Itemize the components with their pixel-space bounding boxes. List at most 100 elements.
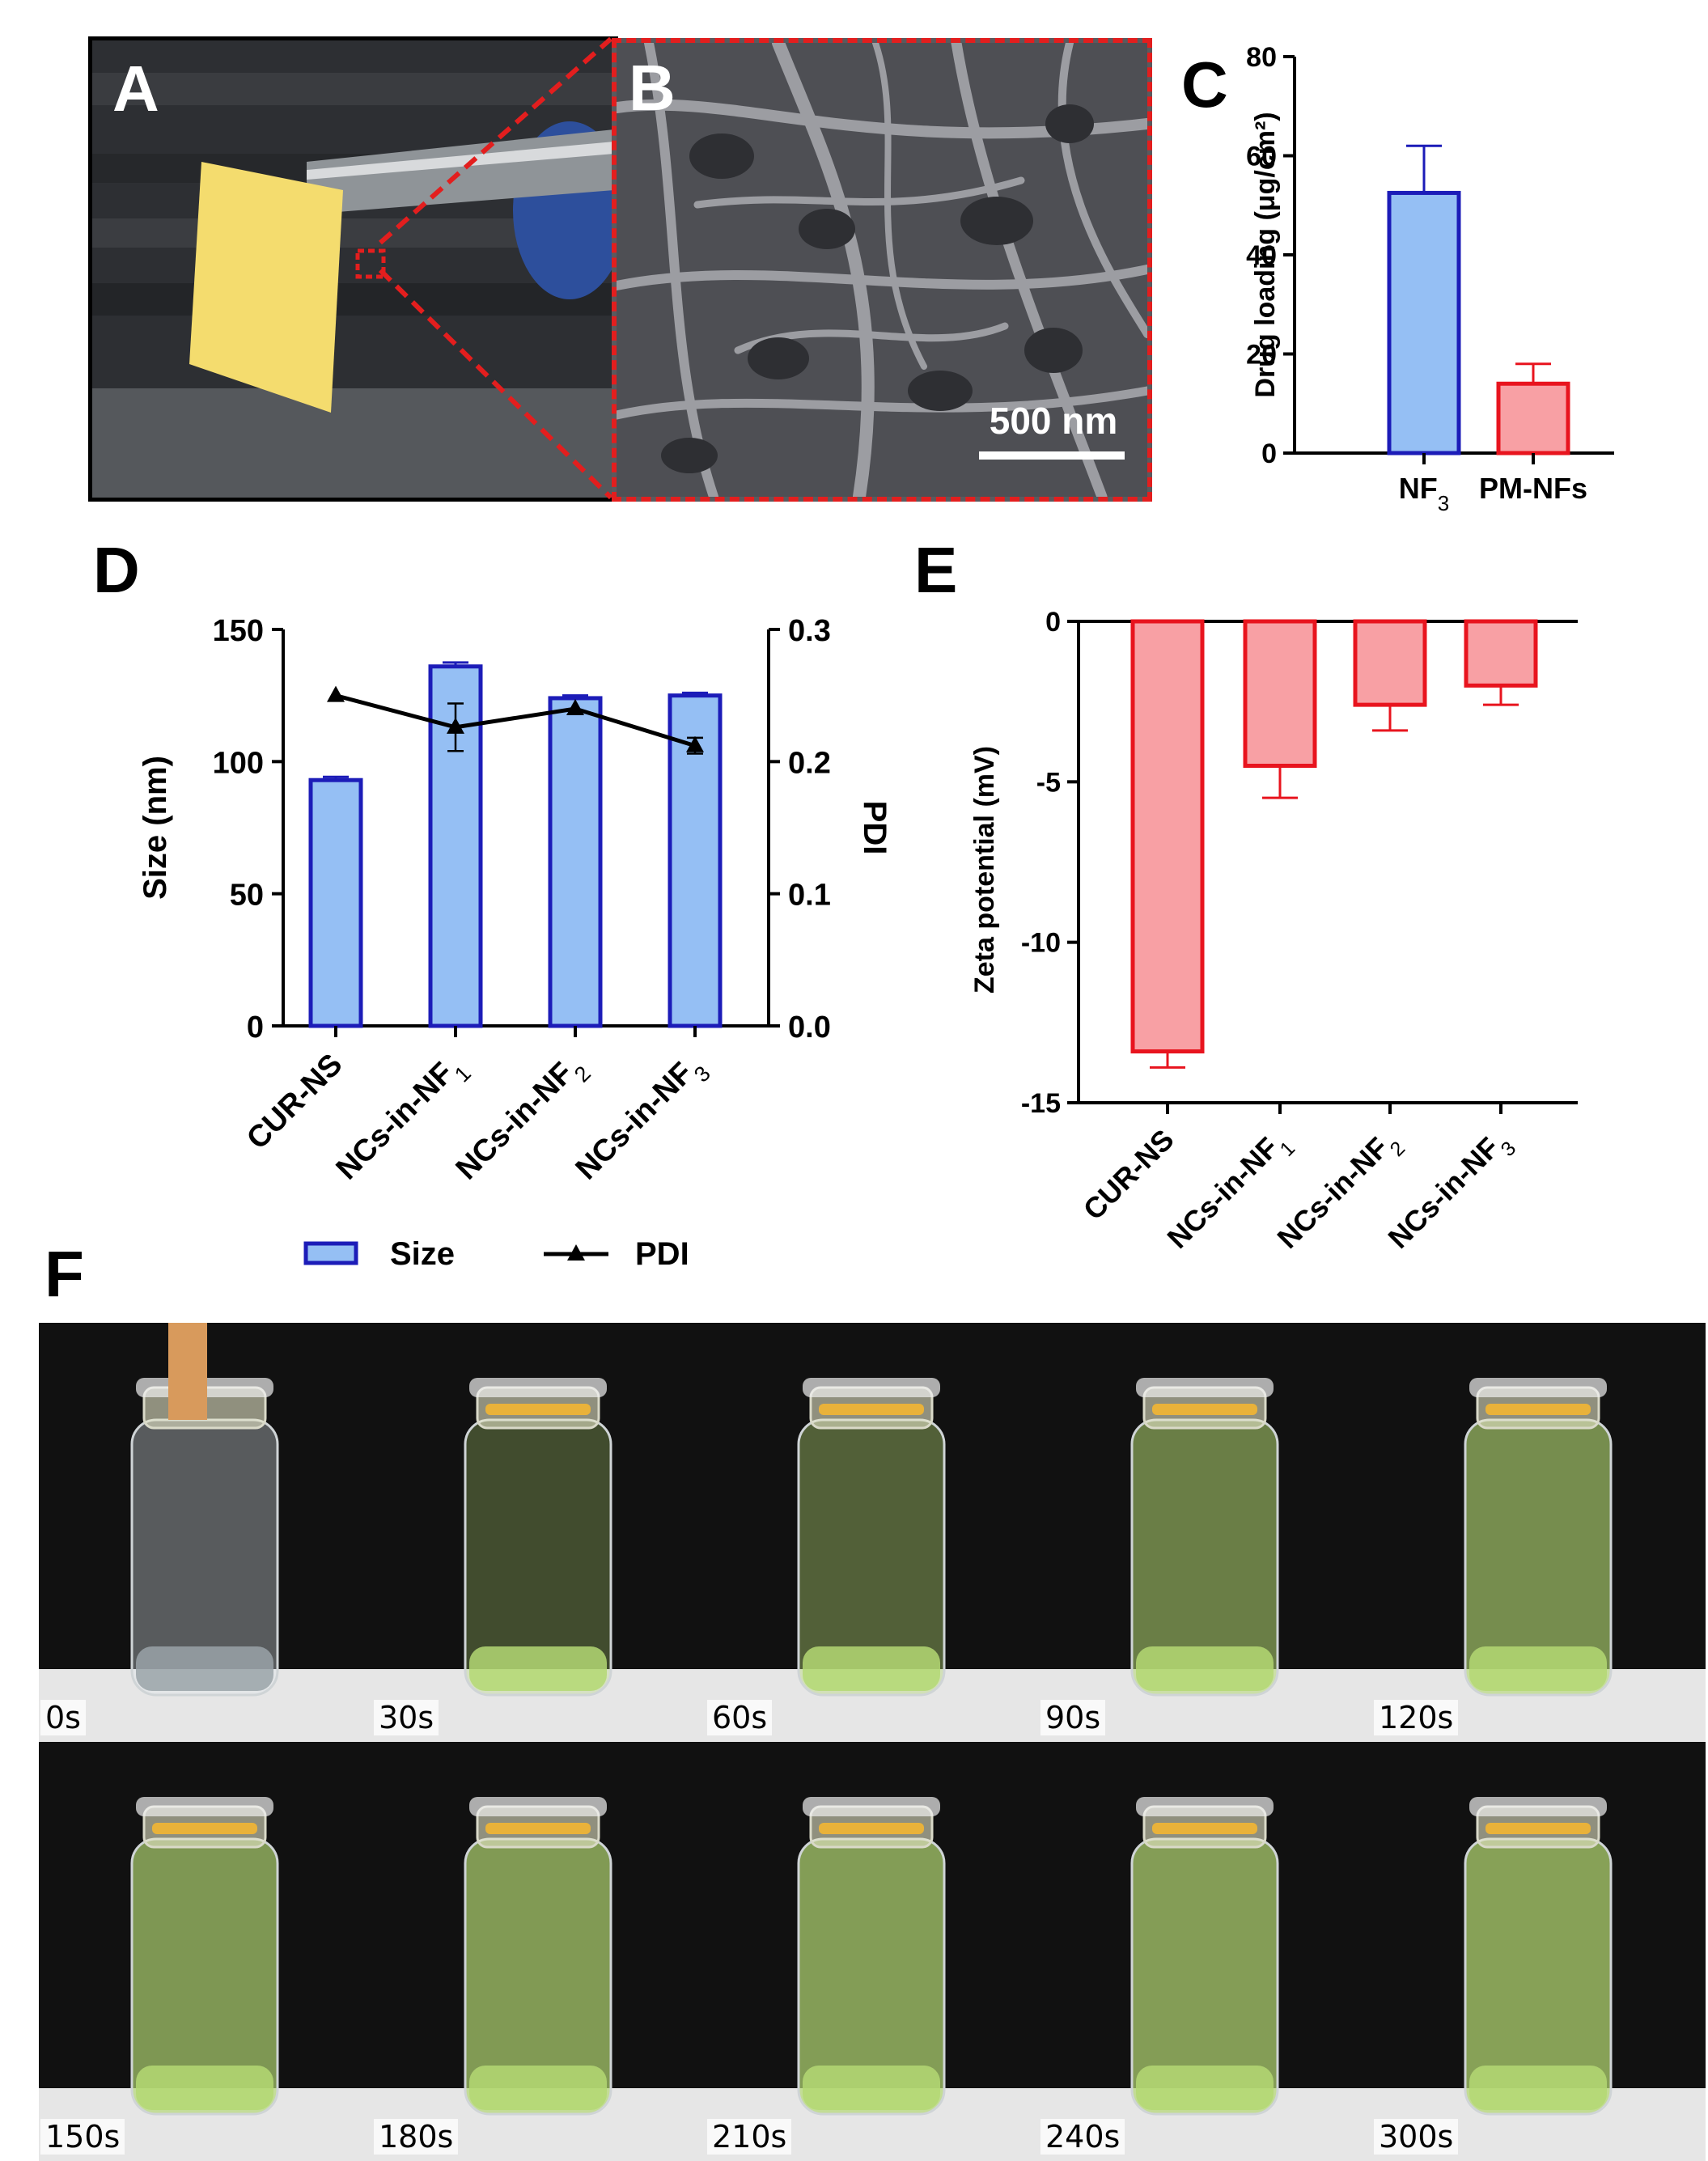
pore [1045, 104, 1094, 143]
fiber [617, 386, 1147, 420]
d-y-tick-label: 50 [230, 879, 264, 913]
time-label: 150s [40, 2119, 125, 2155]
film-residue [1485, 1823, 1591, 1834]
scale-bar [979, 451, 1125, 460]
d-pdi-marker [566, 699, 584, 715]
vial-rim [136, 1797, 273, 1816]
fiber [617, 265, 1147, 290]
film-residue [485, 1404, 591, 1415]
vial-photo: 30s [372, 1323, 706, 1742]
e-x-tick-label: NCs-in-NF2 [1270, 1123, 1409, 1262]
panel-letter-b: B [629, 52, 676, 124]
c-y-tick-label: 20 [1246, 340, 1277, 371]
film-residue [152, 1823, 257, 1834]
c-bar [1387, 190, 1461, 456]
time-label: 30s [374, 1700, 439, 1735]
vial-photo-svg [706, 1378, 1039, 1742]
tweezers-highlight [307, 142, 614, 180]
fiber [1057, 43, 1147, 338]
vial-rim [803, 1797, 940, 1816]
panel-letter-d: D [93, 534, 140, 606]
d-legend-pdi-marker [567, 1244, 585, 1261]
pore [748, 337, 809, 379]
d-pdi-marker [686, 735, 704, 752]
panel-letter-f: F [45, 1238, 84, 1310]
fiber [693, 176, 1025, 209]
vial-bottom-liquid [469, 2066, 607, 2110]
vial-photo-svg [706, 1797, 1039, 2161]
d-y-tick-label: 150 [213, 614, 264, 648]
film-strip [168, 1323, 207, 1420]
d-legend-size-label: Size [390, 1236, 455, 1272]
callout-line-top [379, 36, 612, 245]
vial-photo-svg [1372, 1797, 1706, 2161]
vial-rim [803, 1378, 940, 1397]
vial-photo-svg [1039, 1797, 1372, 2161]
vial-bottom-liquid [1136, 1646, 1274, 1691]
d-pdi-line [335, 693, 696, 748]
vial-photo: 150s [39, 1742, 372, 2161]
c-y-tick-label: 80 [1246, 42, 1277, 73]
vial-rim [1469, 1797, 1607, 1816]
e-bar [1464, 619, 1538, 688]
time-label: 120s [1374, 1700, 1459, 1735]
pore [689, 133, 754, 179]
vial-bottom-liquid [803, 1646, 940, 1691]
c-bar [1496, 381, 1570, 456]
c-y-tick-label: 0 [1261, 439, 1277, 469]
film-residue [819, 1823, 924, 1834]
d-y2-axis-label: PDI [857, 801, 892, 855]
vial-photo-svg [39, 1797, 372, 2161]
d-x-tick-label: NCs-in-NF2 [450, 1048, 595, 1193]
d-y2-tick-label: 0.2 [788, 746, 831, 780]
film-residue [1152, 1823, 1257, 1834]
e-x-tick-label: NCs-in-NF1 [1160, 1123, 1299, 1262]
film-residue [819, 1404, 924, 1415]
vial-rim [469, 1797, 607, 1816]
vial-bottom-liquid [136, 1646, 273, 1691]
pore [908, 371, 973, 411]
keyboard-row [92, 73, 614, 105]
vial-photo-svg [372, 1378, 706, 1742]
c-y-axis-label: Drug loading (μg/cm²) [1250, 112, 1281, 397]
d-y2-tick-label: 0.3 [788, 614, 831, 648]
d-y2-tick-label: 0.0 [788, 1011, 831, 1044]
pore [799, 209, 855, 249]
vial-bottom-liquid [1136, 2066, 1274, 2110]
vial-bottom-liquid [136, 2066, 273, 2110]
e-y-tick-label: -15 [1021, 1088, 1061, 1119]
e-bar [1243, 619, 1317, 768]
callout-square [355, 248, 386, 279]
panel-letter-e: E [914, 534, 958, 606]
film-residue [1485, 1404, 1591, 1415]
desk-reflection [92, 388, 614, 498]
pore [1024, 328, 1083, 373]
callout-lines [378, 36, 613, 500]
c-x-tick-label: NF3 [1399, 472, 1449, 515]
vial-photo: 0s [39, 1323, 372, 1742]
vial-photo-svg [1039, 1378, 1372, 1742]
vial-photo: 120s [1372, 1323, 1706, 1742]
time-label: 90s [1040, 1700, 1106, 1735]
panel-letter-a: A [112, 53, 159, 125]
sem-fiber-network [617, 43, 1147, 497]
d-x-tick-label: NCs-in-NF1 [330, 1048, 476, 1193]
time-label: 210s [707, 2119, 792, 2155]
vial-bottom-liquid [803, 2066, 940, 2110]
callout-line-bottom [378, 268, 613, 500]
c-y-tick-label: 60 [1246, 142, 1277, 172]
vial-photo: 300s [1372, 1742, 1706, 2161]
vial-bottom-liquid [1469, 1646, 1607, 1691]
fiber [951, 43, 1108, 497]
yellow-film [189, 162, 343, 413]
d-pdi-marker [447, 717, 464, 734]
e-bar [1353, 619, 1427, 707]
d-pdi-marker [327, 685, 345, 702]
d-y-tick-label: 100 [213, 746, 264, 780]
vial-photo: 90s [1039, 1323, 1372, 1742]
e-x-tick-label: CUR-NS [1077, 1123, 1180, 1227]
d-y-tick-label: 0 [247, 1011, 264, 1044]
d-x-tick-label: CUR-NS [240, 1048, 349, 1156]
time-label: 240s [1040, 2119, 1125, 2155]
film-residue [485, 1823, 591, 1834]
